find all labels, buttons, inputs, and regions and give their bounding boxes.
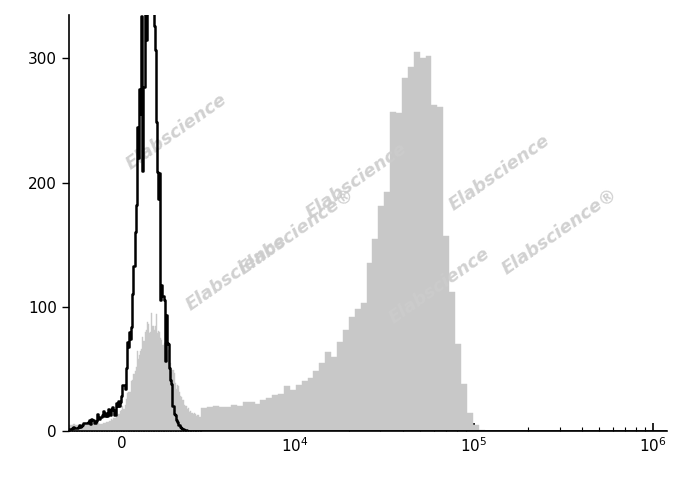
Text: Elabscience: Elabscience [446, 131, 554, 215]
Text: Elabscience: Elabscience [182, 231, 290, 315]
Text: Elabscience: Elabscience [122, 90, 230, 173]
Text: Elabscience: Elabscience [302, 140, 410, 223]
Text: Elabscience: Elabscience [386, 244, 494, 327]
Text: Elabscience®: Elabscience® [498, 185, 621, 278]
Text: Elabscience®: Elabscience® [235, 185, 358, 278]
